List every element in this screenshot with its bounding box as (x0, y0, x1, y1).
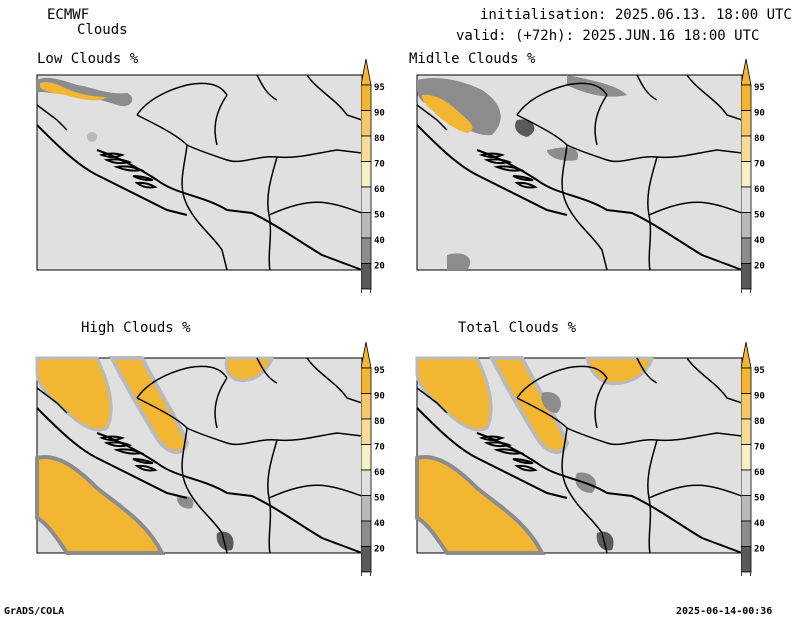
colorbar-segment (740, 520, 752, 547)
colorbar-arrow-bottom (740, 288, 752, 316)
footer-timestamp: 2025-06-14-00:36 (676, 606, 773, 617)
colorbar-tick-label: 40 (374, 519, 385, 529)
colorbar-segment (360, 546, 372, 573)
colorbar-segment (360, 161, 372, 188)
colorbar-segment (740, 110, 752, 137)
colorbar-arrow-top (740, 341, 752, 369)
footer-software: GrADS/COLA (4, 606, 65, 617)
colorbar-arrow-bottom (740, 571, 752, 599)
product-label: Clouds (77, 22, 128, 38)
colorbar-tick-label: 70 (374, 160, 385, 170)
colorbar-tick-label: 80 (374, 417, 385, 427)
colorbar-arrow-top (360, 341, 372, 369)
colorbar-segment (740, 161, 752, 188)
colorbar-tick-label: 80 (754, 417, 765, 427)
colorbar-tick-label: 80 (374, 134, 385, 144)
colorbar-segment (740, 135, 752, 162)
panel-title-middle: Midlle Clouds % (409, 51, 536, 67)
colorbar-segment (360, 444, 372, 471)
colorbar-segment (740, 237, 752, 264)
colorbar-tick-label: 60 (374, 468, 385, 478)
colorbar-tick-label: 20 (754, 262, 765, 272)
colorbar-segment (740, 469, 752, 496)
colorbar-arrow-top (360, 58, 372, 86)
colorbar-segment (740, 444, 752, 471)
colorbar-tick-label: 90 (754, 109, 765, 119)
panel-title-total: Total Clouds % (458, 320, 577, 336)
colorbar-low: 95 90 80 70 60 50 40 20 (360, 58, 397, 316)
high-clouds-map (35, 356, 363, 555)
colorbar-tick-label: 50 (754, 494, 765, 504)
colorbar-segment (740, 546, 752, 573)
colorbar-arrow-bottom (360, 288, 372, 316)
colorbar-segment (740, 186, 752, 213)
colorbar-segment (740, 212, 752, 239)
colorbar-segment (360, 212, 372, 239)
colorbar-tick-label: 50 (374, 494, 385, 504)
colorbar-segment (740, 84, 752, 111)
colorbar-tick-label: 90 (374, 109, 385, 119)
valid-time: valid: (+72h): 2025.JUN.16 18:00 UTC (456, 28, 760, 44)
colorbar-segment (360, 393, 372, 420)
colorbar-segment (360, 84, 372, 111)
colorbar-tick-label: 50 (374, 211, 385, 221)
colorbar-tick-label: 95 (374, 83, 385, 93)
colorbar-tick-label: 70 (754, 443, 765, 453)
colorbar-tick-label: 60 (754, 185, 765, 195)
colorbar-segment (740, 263, 752, 290)
low-clouds-map (36, 74, 363, 271)
middle-clouds-map (416, 74, 743, 271)
colorbar-segment (360, 237, 372, 264)
colorbar-tick-label: 70 (754, 160, 765, 170)
colorbar-tick-label: 95 (754, 366, 765, 376)
colorbar-tick-label: 90 (374, 392, 385, 402)
colorbar-segment (360, 186, 372, 213)
colorbar-segment (360, 495, 372, 522)
colorbar-tick-label: 95 (374, 366, 385, 376)
colorbar-segment (360, 469, 372, 496)
init-time: initialisation: 2025.06.13. 18:00 UTC (480, 7, 792, 23)
colorbar-tick-label: 20 (374, 262, 385, 272)
colorbar-segment (360, 367, 372, 394)
colorbar-tick-label: 80 (754, 134, 765, 144)
colorbar-segment (360, 135, 372, 162)
colorbar-tick-label: 40 (374, 236, 385, 246)
colorbar-tick-label: 95 (754, 83, 765, 93)
colorbar-high: 95 90 80 70 60 50 40 20 (360, 341, 397, 599)
colorbar-arrow-top (740, 58, 752, 86)
colorbar-tick-label: 70 (374, 443, 385, 453)
colorbar-segment (360, 418, 372, 445)
panel-title-low: Low Clouds % (37, 51, 139, 67)
colorbar-tick-label: 20 (754, 545, 765, 555)
colorbar-segment (360, 110, 372, 137)
colorbar-segment (740, 367, 752, 394)
total-clouds-map (415, 356, 743, 555)
panel-title-high: High Clouds % (81, 320, 191, 336)
colorbar-middle: 95 90 80 70 60 50 40 20 (740, 58, 777, 316)
colorbar-arrow-bottom (360, 571, 372, 599)
colorbar-segment (360, 520, 372, 547)
colorbar-tick-label: 40 (754, 519, 765, 529)
colorbar-tick-label: 50 (754, 211, 765, 221)
colorbar-tick-label: 90 (754, 392, 765, 402)
colorbar-tick-label: 60 (374, 185, 385, 195)
colorbar-tick-label: 40 (754, 236, 765, 246)
colorbar-segment (740, 418, 752, 445)
colorbar-tick-label: 60 (754, 468, 765, 478)
colorbar-segment (740, 495, 752, 522)
colorbar-tick-label: 20 (374, 545, 385, 555)
colorbar-segment (360, 263, 372, 290)
colorbar-segment (740, 393, 752, 420)
model-label: ECMWF (47, 7, 90, 23)
colorbar-total: 95 90 80 70 60 50 40 20 (740, 341, 777, 599)
